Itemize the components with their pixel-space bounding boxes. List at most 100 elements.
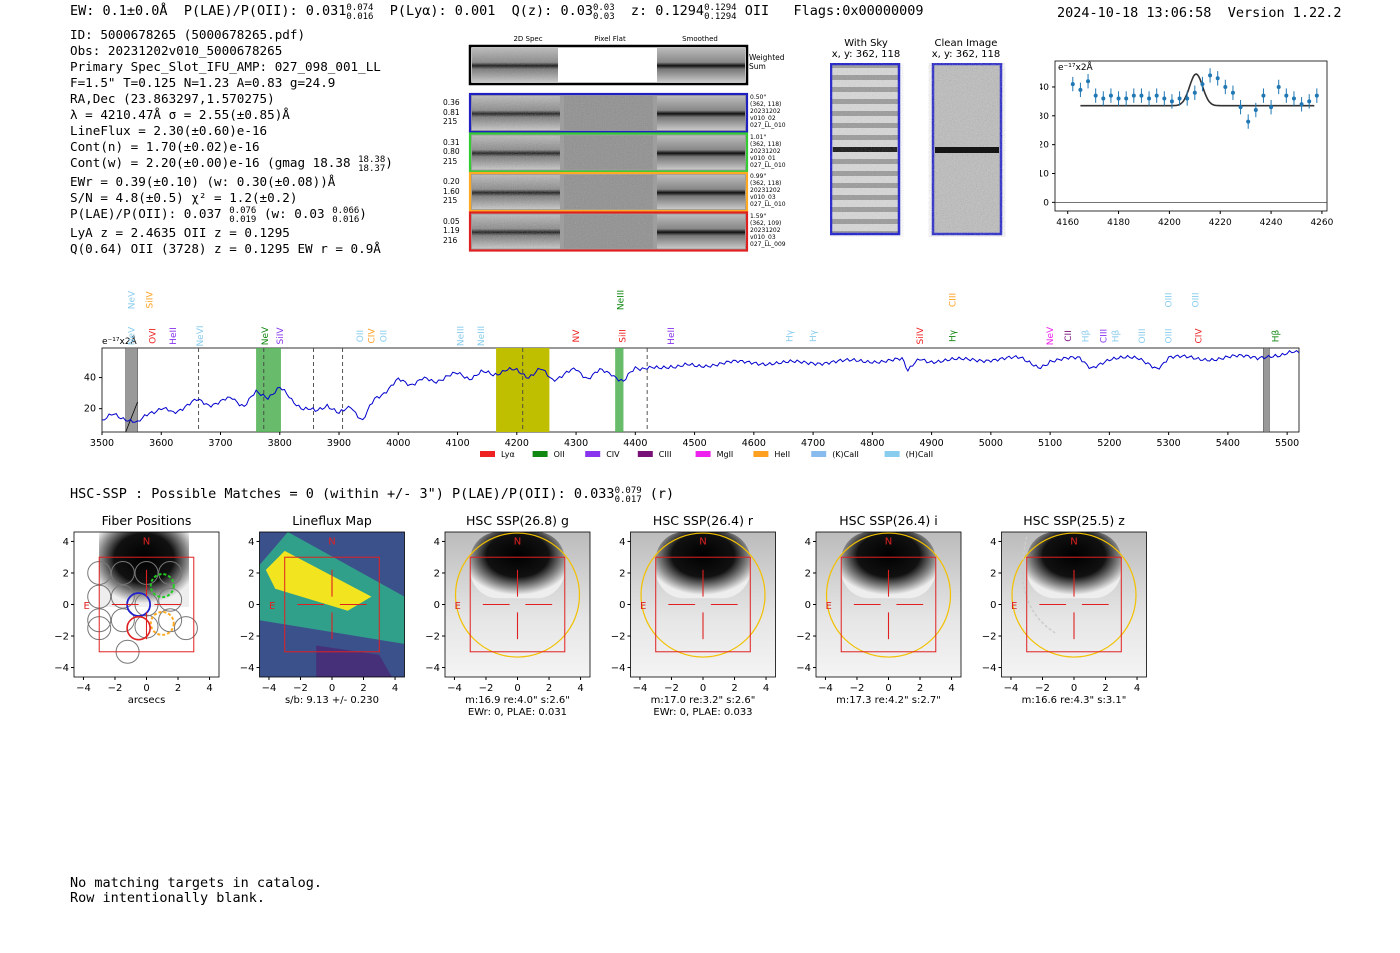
- legend-swatch: [637, 451, 653, 457]
- cutout-row-stamp-line: 1.59": [750, 212, 767, 220]
- legend-label: HeII: [774, 450, 790, 459]
- zoom-data-point: [1185, 96, 1190, 101]
- info-block: ID: 5000678265 (5000678265.pdf) Obs: 202…: [70, 27, 393, 256]
- cutout-row-weight-value: 0.31: [443, 137, 460, 147]
- cutout-row-weight-value: 215: [443, 156, 458, 166]
- cutout-row-weight: 0.20 1.60 215: [443, 177, 460, 206]
- green-band: [256, 348, 281, 432]
- hsc-panel: HSC SSP(25.5) z N E −4 −4 −2 −2 0 0 2 2 4 4 m:16.6 re…: [982, 513, 1147, 706]
- fiber-circle-red: [126, 615, 151, 641]
- spectrum-line-label: Hγ: [785, 329, 795, 342]
- hsc-xtick-label: 0: [1071, 683, 1077, 694]
- zoom-data-point: [1086, 79, 1091, 84]
- hsc-xtick-label: 2: [731, 683, 737, 694]
- weighted-sum-row: [468, 44, 749, 86]
- cutout-rows: [468, 92, 749, 252]
- fiber-circle: [110, 560, 135, 585]
- spectrum-xtick-label: 4300: [564, 438, 588, 449]
- spectrum-xtick-label: 4000: [386, 438, 410, 449]
- cutout-row-stamp-line: 027_LL_010: [750, 122, 786, 129]
- zoom-data-point: [1269, 105, 1274, 110]
- with-sky-xy: x, y: 362, 118: [831, 49, 901, 60]
- spectrum-line-label: CIV: [1194, 328, 1204, 344]
- fiber-circle: [158, 587, 183, 612]
- fiber-circle: [158, 608, 183, 633]
- zoom-data-point: [1093, 93, 1098, 98]
- spectrum-line-label: SiIV: [916, 327, 926, 345]
- cutout-row-stamp-line: 027_LL_010: [750, 161, 786, 169]
- fiber-circle: [173, 616, 198, 641]
- hsc-xtick-label: 2: [175, 683, 181, 694]
- spectrum-line-label: Hβ: [1271, 329, 1281, 342]
- hsc-xtick-label: 0: [329, 683, 335, 694]
- hsc-summary-hi: 0.079: [614, 486, 642, 496]
- spectrum-line-label: SiII: [618, 329, 628, 343]
- hsc-north-label: N: [1070, 537, 1077, 548]
- spectrum-xtick-label: 4200: [505, 438, 529, 449]
- cutout-row-weight: 0.36 0.81 215: [443, 98, 460, 127]
- hsc-ytick-label: 2: [619, 568, 625, 579]
- hsc-ytick-label: 0: [434, 600, 440, 611]
- cutout-row-smoothed: [657, 175, 745, 209]
- zoom-data-point: [1078, 87, 1083, 92]
- info-lineflux: LineFlux = 2.30(±0.60)e-16: [70, 123, 268, 138]
- cutout-row-stamp-line: (362, 109): [750, 219, 782, 227]
- header-bar: EW: 0.1±0.0Å P(LAE)/P(OII): 0.031 0.074 0.…: [70, 3, 924, 22]
- cutout-row-flat-noise: [564, 135, 653, 170]
- cutout-row-flat-noise: [564, 175, 653, 209]
- green-band: [615, 348, 624, 432]
- hsc-aperture-ellipse: [640, 532, 766, 658]
- zoom-data-point: [1307, 99, 1312, 104]
- hsc-panel-title: HSC SSP(26.4) r: [653, 513, 754, 528]
- info-plae2-w-hi: 0.066: [332, 206, 360, 216]
- info-gmag-hi: 18.38: [358, 155, 386, 165]
- hsc-xtick-label: −2: [850, 683, 865, 694]
- spectrum-xtick-label: 3600: [149, 438, 173, 449]
- legend-label: (H)CaII: [906, 450, 933, 459]
- hsc-image-source: [470, 532, 565, 599]
- hsc-ytick-label: 0: [619, 600, 625, 611]
- cutout-row-border: [468, 132, 749, 173]
- legend-label: OII: [554, 450, 565, 459]
- legend-swatch: [811, 451, 827, 457]
- cutout-row-weight-value: 216: [443, 235, 458, 245]
- cutout-row-smoothed: [657, 214, 745, 249]
- legend-label: MgII: [717, 450, 734, 459]
- fiber-circle-green: [149, 573, 175, 599]
- hsc-east-label: E: [825, 601, 831, 612]
- spectrum-line: [102, 349, 1300, 423]
- spectrum-xtick-label: 4600: [742, 438, 766, 449]
- spectrum-ylabel: e⁻¹⁷x2Å: [102, 335, 138, 347]
- hsc-ytick-label: −4: [982, 663, 997, 674]
- info-contw: Cont(w) = 2.20(±0.00)e-16 (gmag 18.38: [70, 155, 351, 170]
- hsc-xtick-label: 4: [763, 683, 769, 694]
- zoom-data-point: [1200, 82, 1205, 87]
- zoom-data-point: [1314, 93, 1319, 98]
- cutout-row-border: [468, 171, 749, 213]
- zoom-data-point: [1154, 93, 1159, 98]
- weighted-sum-label: Weighted Sum: [749, 53, 785, 71]
- cutout-row-border: [468, 92, 749, 134]
- header-q: Q(z): 0.03: [511, 3, 593, 19]
- hsc-aperture-ellipse: [1011, 532, 1137, 658]
- cutout-row-stamp: 1.59" (362, 109) 20231202 v010_03 027_LL_009: [750, 213, 795, 248]
- spectrum-xtick-label: 4400: [623, 438, 647, 449]
- hsc-xtick-label: −4: [818, 683, 833, 694]
- header-z: z: 0.1294: [630, 3, 705, 19]
- hsc-image-source: [1026, 532, 1122, 599]
- spectrum-line-label: NeV: [1046, 326, 1056, 345]
- hsc-ytick-label: 2: [63, 568, 69, 579]
- hsc-red-box: [1026, 556, 1122, 653]
- cutout-row-weight-value: 215: [443, 196, 458, 205]
- spectrum-line-label: OIII: [1138, 328, 1148, 343]
- cutout-row-stamp-line: (362, 118): [750, 140, 782, 148]
- cutout-row-stamp-line: 027_LL_010: [750, 201, 786, 208]
- hsc-panel-caption: m:16.9 re:4.0" s:2.6": [465, 695, 570, 706]
- zoom-data-point: [1208, 73, 1213, 78]
- spectrum-line-label: OII: [356, 330, 366, 342]
- spectrum-line-label: OIII: [1191, 292, 1201, 307]
- hsc-xtick-label: 4: [206, 683, 212, 694]
- hsc-xtick-label: −2: [108, 683, 123, 694]
- hsc-summary-lo: 0.017: [614, 495, 642, 505]
- info-q-oii: Q(0.64) OII (3728) z = 0.1295 EW r = 0.9…: [70, 241, 381, 256]
